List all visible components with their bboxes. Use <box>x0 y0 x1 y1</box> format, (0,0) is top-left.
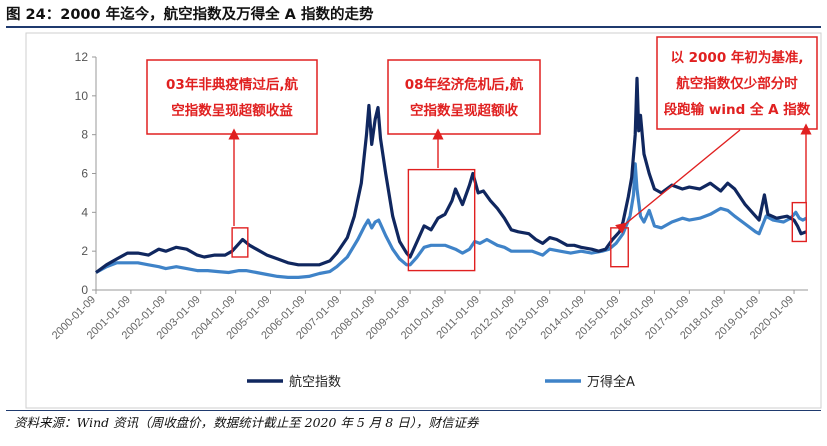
highlight-2003-box <box>231 227 249 258</box>
y-tick-label: 12 <box>75 50 89 64</box>
highlight-2009-box <box>407 168 476 272</box>
annotation-text: 空指数呈现超额收 <box>410 102 518 119</box>
annotation-text: 以 2000 年初为基准, <box>670 49 803 66</box>
annotation-text: 空指数呈现超额收益 <box>171 102 293 119</box>
annotation-arrow <box>615 129 741 234</box>
plot-frame <box>25 32 822 409</box>
y-tick-label: 0 <box>81 283 88 297</box>
annotation-text: 08年经济危机后,航 <box>405 76 524 93</box>
figure-title: 图 24：2000 年迄今，航空指数及万得全 A 指数的走势 <box>6 2 821 28</box>
y-tick-label: 6 <box>81 167 88 181</box>
highlight-2020-box <box>791 201 807 243</box>
legend-item: 航空指数 <box>247 374 341 390</box>
legend-label: 万得全A <box>587 374 635 390</box>
y-tick-label: 4 <box>81 205 88 219</box>
source-note: 资料来源：Wind 资讯（周收盘价，数据统计截止至 2020 年 5 月 8 日… <box>6 410 821 440</box>
y-tick-label: 2 <box>81 244 88 258</box>
annotation-text: 航空指数仅少部分时 <box>676 75 798 92</box>
legend-item: 万得全A <box>545 374 635 390</box>
annotation-box <box>146 59 318 135</box>
legend-label: 航空指数 <box>289 374 341 390</box>
annotation-box <box>387 59 541 135</box>
annotation-text: 03年非典疫情过后,航 <box>166 76 298 93</box>
y-tick-label: 10 <box>75 89 89 103</box>
annotation-text: 段跑输 wind 全 A 指数 <box>664 101 811 118</box>
y-tick-label: 8 <box>81 128 88 142</box>
wind-a-index-line <box>95 162 808 279</box>
annotation-box <box>656 36 818 130</box>
